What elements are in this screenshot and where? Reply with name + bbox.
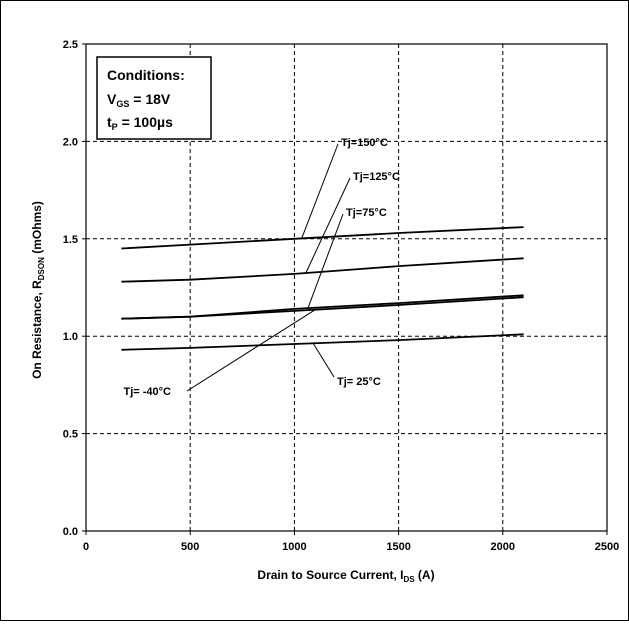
x-tick-label: 1000 (282, 541, 306, 553)
conditions-box: Conditions: VGS = 18V tP = 100µs (96, 56, 212, 140)
y-tick-label: 2.5 (63, 39, 78, 51)
conditions-tp: tP = 100µs (107, 114, 173, 132)
series-label: Tj=150°C (341, 137, 388, 149)
x-tick-label: 2000 (491, 541, 515, 553)
series-label: Tj=75°C (346, 207, 387, 219)
series-line-1 (121, 257, 524, 283)
leader-line (301, 143, 339, 239)
series-lines (121, 226, 524, 351)
y-tick-label: 1.0 (63, 331, 78, 343)
leader-line (186, 309, 316, 392)
series-labels: Tj=150°C Tj=125°C Tj=75°C Tj= -40°C Tj= 25°C (124, 137, 400, 398)
series-line-3 (121, 296, 524, 320)
y-tick-label: 0.0 (63, 526, 78, 538)
y-tick-label: 1.5 (63, 234, 78, 246)
leader-line (305, 177, 351, 274)
series-line-0 (121, 226, 524, 250)
leader-line (307, 213, 344, 309)
conditions-title: Conditions: (107, 67, 185, 83)
y-tick-label: 0.5 (63, 429, 78, 441)
series-line-2 (121, 294, 524, 320)
series-label: Tj=125°C (353, 171, 400, 183)
x-axis-title: Drain to Source Current, IDS (A) (257, 568, 434, 584)
leader-line (312, 343, 335, 378)
x-tick-label: 2500 (595, 541, 619, 553)
series-line-4 (121, 333, 524, 351)
y-tick-label: 2.0 (63, 136, 78, 148)
x-tick-label: 0 (83, 541, 89, 553)
x-axis-ticks: 0 500 1000 1500 2000 2500 (83, 531, 619, 553)
x-tick-label: 1500 (386, 541, 410, 553)
y-axis-ticks: 0.0 0.5 1.0 1.5 2.0 2.5 (63, 39, 86, 538)
grid (86, 44, 607, 531)
plot-border (85, 43, 608, 532)
series-label: Tj= 25°C (337, 376, 381, 388)
plot-area (85, 43, 608, 532)
series-label: Tj= -40°C (124, 386, 172, 398)
y-axis-title: On Resistance, RDSON (mOhms) (30, 201, 46, 379)
conditions-vgs: VGS = 18V (107, 91, 171, 109)
label-leaders (186, 143, 351, 392)
x-tick-label: 500 (181, 541, 199, 553)
